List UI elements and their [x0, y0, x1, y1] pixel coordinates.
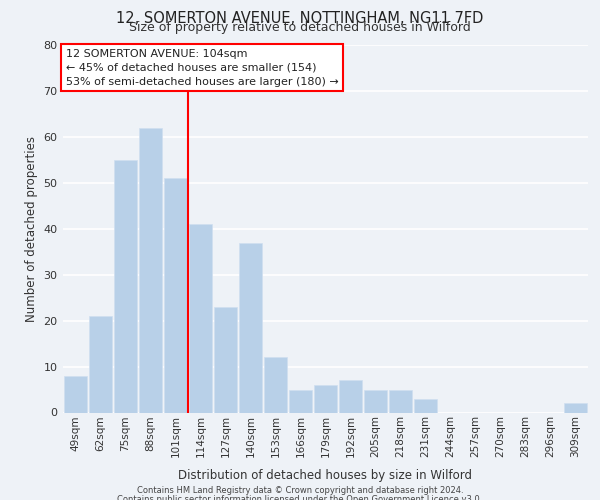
Bar	[164, 178, 187, 412]
Bar	[113, 160, 137, 412]
Bar	[364, 390, 388, 412]
Bar	[263, 358, 287, 412]
Bar	[89, 316, 112, 412]
Bar	[289, 390, 313, 412]
Text: Size of property relative to detached houses in Wilford: Size of property relative to detached ho…	[129, 22, 471, 35]
Text: Contains HM Land Registry data © Crown copyright and database right 2024.: Contains HM Land Registry data © Crown c…	[137, 486, 463, 495]
Y-axis label: Number of detached properties: Number of detached properties	[25, 136, 38, 322]
Bar	[64, 376, 88, 412]
Bar	[314, 385, 337, 412]
Text: 12, SOMERTON AVENUE, NOTTINGHAM, NG11 7FD: 12, SOMERTON AVENUE, NOTTINGHAM, NG11 7F…	[116, 11, 484, 26]
Bar	[563, 404, 587, 412]
Text: Contains public sector information licensed under the Open Government Licence v3: Contains public sector information licen…	[118, 495, 482, 500]
Bar	[389, 390, 412, 412]
Bar	[338, 380, 362, 412]
X-axis label: Distribution of detached houses by size in Wilford: Distribution of detached houses by size …	[179, 468, 473, 481]
Bar	[413, 398, 437, 412]
Bar	[239, 242, 262, 412]
Bar	[188, 224, 212, 412]
Bar	[214, 307, 238, 412]
Text: 12 SOMERTON AVENUE: 104sqm
← 45% of detached houses are smaller (154)
53% of sem: 12 SOMERTON AVENUE: 104sqm ← 45% of deta…	[65, 48, 338, 86]
Bar	[139, 128, 163, 412]
